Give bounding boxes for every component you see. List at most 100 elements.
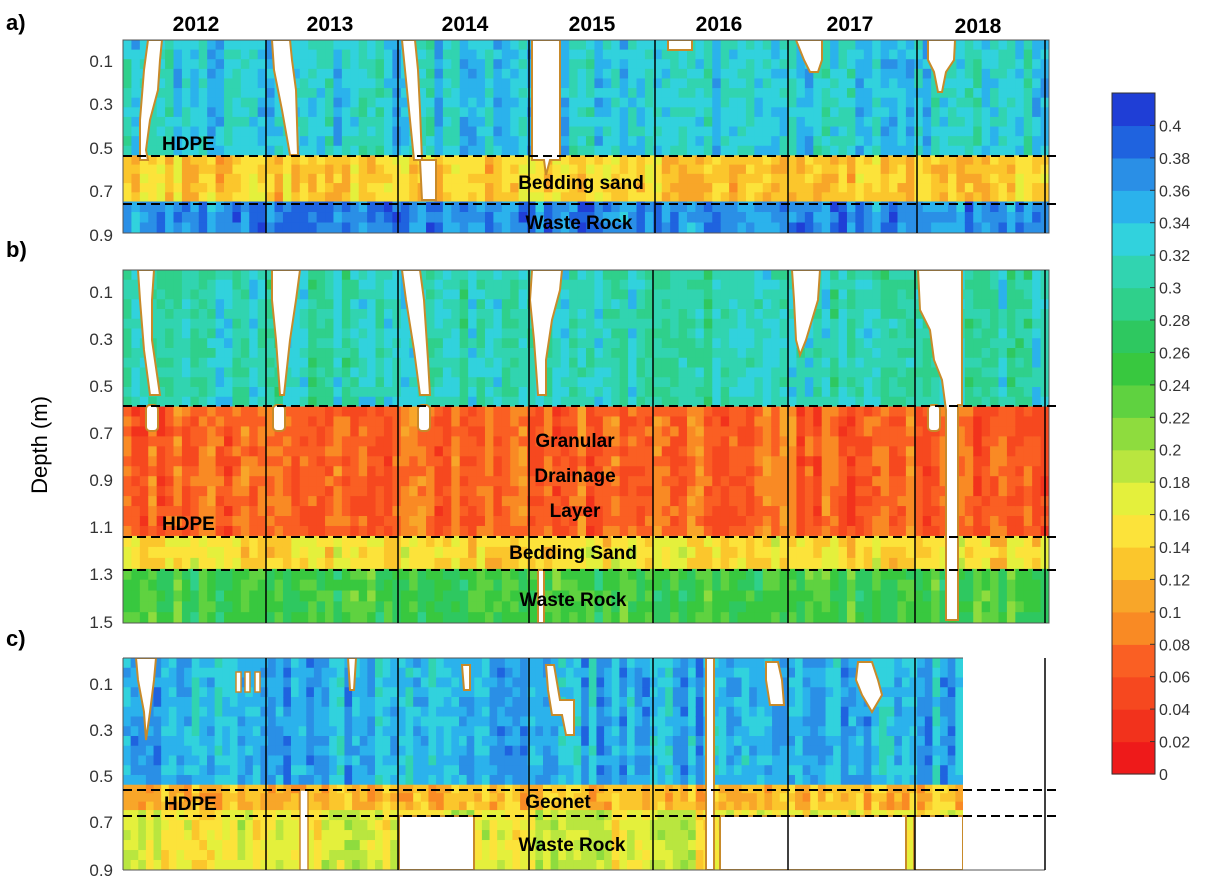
heatmap-cell bbox=[198, 416, 208, 428]
heatmap-cell bbox=[830, 348, 840, 359]
heatmap-cell bbox=[619, 377, 629, 388]
heatmap-cell bbox=[695, 416, 705, 428]
heatmap-cell bbox=[468, 466, 478, 477]
heatmap-cell bbox=[148, 222, 158, 233]
heatmap-cell bbox=[207, 338, 217, 349]
heatmap-cell bbox=[653, 183, 663, 193]
heatmap-cell bbox=[628, 299, 638, 310]
heatmap-cell bbox=[459, 396, 469, 408]
heatmap-cell bbox=[830, 396, 840, 408]
heatmap-cell bbox=[308, 476, 318, 487]
heatmap-cell bbox=[215, 173, 225, 184]
heatmap-cell bbox=[400, 466, 410, 477]
heatmap-cell bbox=[459, 446, 469, 457]
heatmap-cell bbox=[518, 270, 528, 281]
heatmap-cell bbox=[762, 348, 772, 359]
heatmap-cell bbox=[527, 386, 537, 398]
heatmap-cell bbox=[754, 377, 764, 388]
heatmap-cell bbox=[846, 59, 856, 70]
heatmap-cell bbox=[712, 496, 722, 507]
heatmap-cell bbox=[266, 309, 276, 320]
heatmap-cell bbox=[240, 396, 250, 408]
heatmap-cell bbox=[846, 201, 856, 213]
heatmap-cell bbox=[1023, 97, 1033, 108]
heatmap-cell bbox=[510, 212, 520, 224]
heatmap-cell bbox=[889, 525, 899, 537]
heatmap-cell bbox=[762, 289, 772, 300]
heatmap-cell bbox=[569, 40, 579, 51]
heatmap-cell bbox=[872, 59, 882, 70]
heatmap-cell bbox=[207, 49, 217, 60]
heatmap-cell bbox=[442, 270, 452, 281]
heatmap-cell bbox=[998, 222, 1008, 233]
heatmap-cell bbox=[762, 506, 772, 517]
heatmap-cell bbox=[358, 126, 368, 137]
panel-a-yaxis: 0.1 0.3 0.5 0.7 0.9 bbox=[89, 52, 113, 245]
heatmap-cell bbox=[510, 222, 520, 233]
heatmap-cell bbox=[442, 183, 452, 193]
heatmap-cell bbox=[703, 289, 713, 300]
heatmap-cell bbox=[518, 299, 528, 310]
heatmap-cell bbox=[560, 68, 570, 80]
heatmap-cell bbox=[510, 309, 520, 320]
heatmap-cell bbox=[880, 456, 890, 467]
heatmap-cell bbox=[400, 201, 410, 213]
heatmap-cell bbox=[181, 456, 191, 467]
heatmap-cell bbox=[644, 309, 654, 320]
heatmap-cell bbox=[653, 367, 663, 378]
heatmap-cell bbox=[931, 386, 941, 398]
heatmap-cell bbox=[358, 107, 368, 118]
heatmap-cell bbox=[754, 426, 764, 437]
heatmap-cell bbox=[181, 68, 191, 80]
heatmap-cell bbox=[670, 78, 680, 89]
heatmap-cell bbox=[442, 496, 452, 507]
heatmap-cell bbox=[375, 456, 385, 467]
heatmap-cell bbox=[291, 173, 301, 184]
data-gap bbox=[794, 40, 823, 73]
heatmap-cell bbox=[872, 318, 882, 330]
heatmap-cell bbox=[804, 173, 814, 184]
heatmap-cell bbox=[830, 78, 840, 89]
heatmap-cell bbox=[493, 486, 503, 497]
heatmap-cell bbox=[501, 68, 511, 80]
heatmap-cell bbox=[846, 466, 856, 477]
heatmap-cell bbox=[543, 466, 553, 477]
heatmap-cell bbox=[375, 328, 385, 339]
heatmap-cell bbox=[905, 309, 915, 320]
heatmap-cell bbox=[442, 328, 452, 339]
heatmap-cell bbox=[451, 49, 461, 60]
heatmap-cell bbox=[636, 476, 646, 487]
heatmap-cell bbox=[215, 386, 225, 398]
heatmap-cell bbox=[1006, 192, 1016, 203]
heatmap-cell bbox=[880, 183, 890, 193]
heatmap-cell bbox=[316, 289, 326, 300]
heatmap-cell bbox=[914, 318, 924, 330]
heatmap-cell bbox=[333, 212, 343, 224]
heatmap-cell bbox=[838, 78, 848, 89]
heatmap-cell bbox=[729, 496, 739, 507]
heatmap-cell bbox=[644, 396, 654, 408]
heatmap-cell bbox=[745, 367, 755, 378]
heatmap-cell bbox=[1015, 222, 1025, 233]
heatmap-cell bbox=[737, 136, 747, 147]
heatmap-cell bbox=[956, 68, 966, 80]
heatmap-cell bbox=[821, 279, 831, 291]
heatmap-cell bbox=[434, 173, 444, 184]
heatmap-cell bbox=[762, 145, 772, 156]
heatmap-cell bbox=[131, 406, 141, 418]
heatmap-cell bbox=[266, 426, 276, 437]
heatmap-cell bbox=[232, 222, 242, 233]
heatmap-cell bbox=[846, 279, 856, 291]
heatmap-cell bbox=[181, 525, 191, 537]
heatmap-cell bbox=[813, 212, 823, 224]
heatmap-cell bbox=[190, 456, 200, 467]
heatmap-cell bbox=[855, 88, 865, 99]
heatmap-cell bbox=[181, 270, 191, 281]
heatmap-cell bbox=[375, 97, 385, 108]
heatmap-cell bbox=[560, 476, 570, 487]
heatmap-cell bbox=[1015, 201, 1025, 213]
heatmap-cell bbox=[518, 357, 528, 369]
heatmap-cell bbox=[678, 116, 688, 128]
heatmap-cell bbox=[804, 466, 814, 477]
heatmap-cell bbox=[282, 192, 292, 203]
